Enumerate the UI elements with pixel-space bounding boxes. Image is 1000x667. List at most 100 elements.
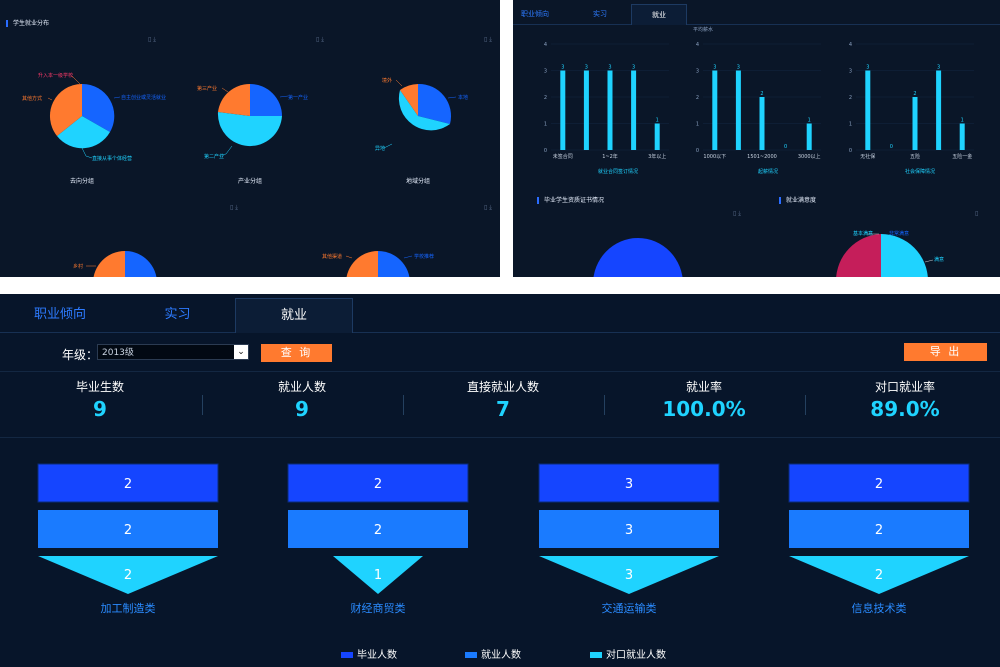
funnel-value: 3 [625, 568, 633, 583]
y-tick-label: 4 [544, 42, 547, 48]
pie-slice-label: 直接从事个体经营 [92, 156, 133, 162]
x-tick-label: 1~2年 [602, 153, 618, 160]
bar[interactable] [631, 70, 637, 151]
divider [805, 395, 806, 415]
funnel-matched-block[interactable] [539, 556, 719, 594]
bar-value-label: 3 [608, 65, 611, 71]
funnel-graduates-block[interactable] [37, 463, 219, 503]
document-icon-2[interactable]: ▯ ⤓ [230, 204, 238, 211]
y-tick-label: 0 [544, 148, 547, 154]
bar[interactable] [735, 70, 741, 151]
tab-employment[interactable]: 就业 [235, 298, 353, 333]
bar[interactable] [560, 70, 566, 151]
pie-slice-label: 其他方式 [22, 96, 43, 102]
funnel-employed-block[interactable] [539, 510, 719, 548]
funnel-value: 2 [875, 568, 883, 583]
bar[interactable] [912, 97, 918, 150]
bar-value-label: 0 [784, 144, 787, 150]
bar[interactable] [607, 70, 613, 151]
funnel-value: 2 [124, 477, 132, 492]
legend-employed[interactable]: 就业人数 [465, 646, 521, 661]
funnel-value: 2 [124, 568, 132, 583]
pie-slice-label: 乡村 [73, 264, 84, 270]
bar[interactable] [759, 97, 765, 150]
employment-distribution-panel: 学生就业分布 ▯ ⤓ ▯ ⤓ ▯ ⤓ ▯ ⤓ ▯ ⤓ [0, 0, 500, 277]
funnel-graduates-block[interactable] [788, 463, 970, 503]
grade-select[interactable]: 2013级 ⌄ [97, 344, 249, 360]
bar[interactable] [865, 70, 871, 151]
funnel-matched-block[interactable] [789, 556, 969, 594]
funnel-employed-block[interactable] [789, 510, 969, 548]
legend-graduates[interactable]: 毕业人数 [341, 646, 397, 661]
bar[interactable] [712, 70, 718, 151]
funnel-graduates-block[interactable] [287, 463, 469, 503]
stat-value: 89.0% [870, 397, 940, 421]
bar[interactable] [654, 123, 660, 151]
grade-label: 年级： [62, 348, 99, 362]
certificate-satisfaction-pies [593, 233, 934, 277]
funnel-category-label: 财经商贸类 [350, 602, 406, 615]
pie-slice-label: 第三产业 [197, 86, 218, 92]
stat-employment-rate: 就业率 100.0% [604, 378, 804, 421]
pie-industry [217, 83, 289, 156]
y-tick-label: 3 [696, 69, 699, 75]
x-tick-label: 3年以上 [648, 153, 666, 160]
tab-employment[interactable]: 就业 [631, 4, 687, 25]
section-title: 毕业学生资质证书情况 [537, 197, 604, 204]
stat-label: 就业人数 [277, 380, 326, 394]
divider [604, 395, 605, 415]
funnel-employed-block[interactable] [288, 510, 468, 548]
stat-employed: 就业人数 9 [202, 378, 402, 421]
stat-label: 毕业生数 [75, 380, 124, 394]
export-button[interactable]: 导 出 [904, 343, 987, 361]
bar-value-label: 3 [561, 65, 564, 71]
bar[interactable] [936, 70, 942, 151]
query-button[interactable]: 查 询 [261, 344, 332, 362]
y-tick-label: 2 [849, 95, 852, 101]
salary-unit-label: 平均薪水 [693, 27, 714, 33]
bar-value-label: 3 [937, 65, 940, 71]
bar[interactable] [806, 123, 812, 151]
legend-label: 就业人数 [481, 650, 521, 661]
download-icon-2[interactable]: ▯ ⤓ [484, 36, 492, 43]
funnel-matched-block[interactable] [333, 556, 423, 594]
funnel-graduates-block[interactable] [538, 463, 720, 503]
legend-matched[interactable]: 对口就业人数 [590, 646, 666, 661]
funnel-value: 2 [374, 523, 382, 538]
bar-value-label: 2 [760, 91, 763, 97]
tab-career[interactable]: 职业倾向 [33, 307, 86, 322]
bar[interactable] [583, 70, 589, 151]
document-icon[interactable]: ▯ [975, 210, 979, 217]
stat-graduates: 毕业生数 9 [0, 378, 200, 421]
download-icon[interactable]: ▯ ⤓ [316, 36, 324, 43]
satisfaction-label: 基本满意 [853, 231, 874, 237]
pie-group-label: 地域分组 [405, 178, 430, 185]
y-tick-label: 0 [849, 148, 852, 154]
pie-slice-label: 自主创业或灵活就业 [121, 95, 167, 101]
legend-label: 毕业人数 [357, 650, 397, 661]
x-tick-label: 1501~2000 [747, 154, 777, 160]
bar-value-label: 3 [737, 65, 740, 71]
funnel-category-label: 交通运输类 [601, 602, 657, 615]
y-tick-label: 1 [696, 122, 699, 128]
chevron-down-icon[interactable]: ⌄ [234, 345, 248, 359]
pie-destination [47, 75, 121, 159]
document-icon[interactable]: ▯ ⤓ [148, 36, 156, 43]
bar[interactable] [959, 123, 965, 151]
legend-label: 对口就业人数 [606, 650, 666, 661]
tab-internship[interactable]: 实习 [164, 307, 191, 322]
bar-value-label: 3 [866, 65, 869, 71]
funnel-value: 3 [625, 523, 633, 538]
document-icon[interactable]: ▯ ⤓ [733, 210, 741, 217]
download-icon-3[interactable]: ▯ ⤓ [484, 204, 492, 211]
stat-direct-employed: 直接就业人数 7 [403, 378, 603, 421]
pie-row2-left [86, 251, 157, 277]
stat-label: 就业率 [685, 380, 722, 394]
funnel-employed-block[interactable] [38, 510, 218, 548]
funnel-matched-block[interactable] [38, 556, 218, 594]
chart-caption: 社会保障情况 [904, 169, 935, 175]
funnel-value: 2 [374, 477, 382, 492]
tab-internship[interactable]: 实习 [593, 10, 607, 18]
tab-career[interactable]: 职业倾向 [521, 10, 549, 18]
pie-group-label: 产业分组 [237, 178, 262, 185]
